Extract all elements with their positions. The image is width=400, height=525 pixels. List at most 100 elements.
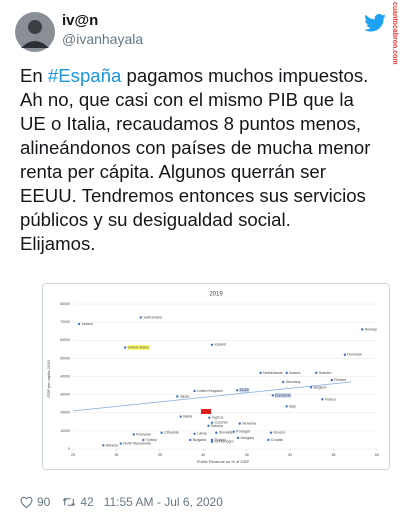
point-label: Czechia — [214, 421, 227, 425]
label-highlight — [127, 345, 150, 350]
text: En — [20, 65, 48, 86]
point — [210, 343, 214, 346]
point-label: Finland — [334, 378, 346, 382]
y-axis-label: GDP per capita 2019 — [46, 360, 51, 398]
point-label: United Kingdom — [197, 389, 223, 393]
point-label-group: Cyprus — [212, 416, 224, 420]
x-tick-label: 30 — [114, 453, 118, 457]
point — [269, 431, 273, 434]
y-tick-label: 10000 — [60, 429, 70, 433]
point-label-group: Croatia — [271, 438, 283, 442]
user-handle[interactable]: @ivanhayala — [62, 31, 144, 47]
point — [232, 430, 235, 433]
twitter-logo[interactable] — [364, 14, 386, 32]
point-label: Sweden — [319, 371, 332, 375]
point-label-group: Japan — [180, 394, 190, 398]
point-label-group: Sweden — [319, 371, 332, 375]
point-label-group: Iceland — [214, 343, 226, 347]
point-label: Romania — [136, 432, 150, 436]
point-label-group: Lithuania — [164, 431, 179, 435]
point-label-group: Denmark — [347, 353, 362, 357]
point — [361, 328, 364, 331]
y-tick-label: 20000 — [60, 411, 70, 415]
point — [343, 353, 347, 356]
retweet-count: 42 — [80, 495, 94, 509]
point — [139, 316, 142, 319]
point-label-group: Hungary — [241, 436, 255, 440]
text: pagamos muchos impuestos. Ah no, que cas… — [20, 65, 371, 254]
point — [179, 415, 182, 418]
point-label: Montenegro — [214, 440, 233, 444]
point-label-group: United Kingdom — [197, 389, 223, 393]
point-label-group: Poland — [214, 438, 225, 442]
chart: 2019 Public Revenue as % of GDP GDP per … — [42, 283, 390, 470]
point-label: Hungary — [241, 436, 255, 440]
point-label: Cyprus — [212, 416, 224, 420]
point-label: Estonia — [211, 424, 223, 428]
point — [193, 389, 196, 393]
point — [207, 424, 210, 427]
point-label-group: Greece — [274, 431, 286, 435]
point-label: Poland — [214, 438, 225, 442]
point-label: Netherlands — [263, 371, 283, 375]
point-label-group: United States — [127, 345, 150, 350]
point-label: EU15 — [240, 388, 249, 392]
point — [119, 442, 122, 445]
point — [132, 433, 135, 436]
point — [102, 444, 105, 447]
point — [160, 431, 163, 434]
point-label: Belgium — [313, 385, 326, 389]
point-label: France — [325, 397, 336, 401]
point — [123, 346, 127, 349]
label-highlight — [239, 387, 250, 393]
point-label-group: Netherlands — [263, 371, 283, 375]
timestamp[interactable]: 11:55 AM - Jul 6, 2020 — [103, 495, 223, 509]
point-label-group: Norway — [365, 327, 377, 331]
point-label: United States — [128, 345, 150, 349]
point-label-group: Belgium — [313, 385, 326, 389]
point — [193, 432, 196, 435]
trend-line — [72, 381, 351, 412]
x-tick-label: 60 — [375, 453, 379, 457]
retweet-icon[interactable] — [62, 496, 76, 508]
point-label: Austria — [289, 371, 300, 375]
watermark: cuantocabron.com — [391, 2, 398, 65]
point — [142, 438, 145, 442]
point-label-group: Finland — [334, 378, 346, 382]
point-label: Germany — [286, 380, 301, 384]
user-name[interactable]: iv@n — [62, 12, 99, 29]
point — [215, 431, 218, 434]
y-tick-label: 50000 — [60, 356, 70, 360]
point — [321, 398, 324, 401]
like-icon[interactable] — [20, 496, 33, 508]
x-tick-label: 50 — [288, 453, 292, 457]
point — [271, 394, 274, 397]
x-tick-label: 45 — [245, 453, 249, 457]
point — [210, 438, 214, 442]
point-label-group: Bulgaria — [193, 438, 206, 442]
point — [315, 371, 318, 375]
point — [210, 421, 214, 424]
point-label-group: France — [325, 397, 336, 401]
x-tick-label: 55 — [332, 453, 336, 457]
y-tick-label: 30000 — [60, 393, 70, 397]
point-label-group: Turkey — [146, 438, 157, 442]
highlight-box — [201, 408, 212, 414]
point-label: Denmark — [347, 353, 362, 357]
point-label: Albania — [106, 443, 118, 447]
point-label: Eurozone — [275, 393, 290, 397]
point-label: Iceland — [214, 343, 226, 347]
y-tick-label: 60000 — [60, 338, 70, 342]
footer: 90 42 11:55 AM - Jul 6, 2020 — [20, 495, 223, 509]
point-label-group: Czechia — [214, 421, 227, 425]
hashtag[interactable]: #España — [47, 65, 122, 86]
point-label-group: Romania — [136, 432, 150, 436]
point-label-group: Italy — [289, 404, 296, 408]
point-label: Ireland — [82, 322, 93, 326]
point-label: Lithuania — [164, 431, 179, 435]
point-label-group: Slovenia — [242, 422, 256, 426]
x-axis-label: Public Revenue as % of GDP — [197, 459, 250, 464]
point-label-group: EU15 — [239, 387, 250, 393]
avatar[interactable] — [15, 12, 55, 52]
y-tick-label: 70000 — [60, 320, 70, 324]
